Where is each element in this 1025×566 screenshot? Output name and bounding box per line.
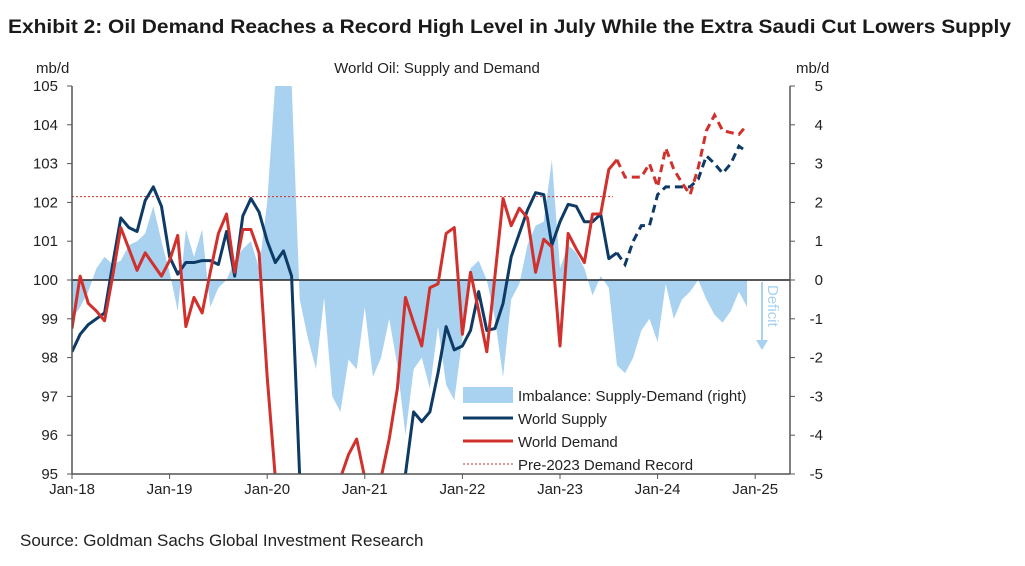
x-tick-label: Jan-25	[732, 481, 778, 498]
x-tick-label: Jan-18	[49, 481, 95, 498]
left-axis-unit: mb/d	[36, 60, 69, 77]
world-demand-line	[72, 158, 619, 474]
left-tick-label: 97	[41, 388, 58, 405]
legend-label: World Demand	[518, 434, 618, 451]
x-tick-label: Jan-19	[147, 481, 193, 498]
legend-swatch-imbalance	[463, 387, 513, 403]
left-tick-label: 100	[33, 272, 58, 289]
deficit-annotation: Deficit	[756, 282, 781, 350]
right-tick-label: -2	[810, 350, 823, 367]
right-tick-label: 5	[815, 78, 823, 95]
left-tick-label: 95	[41, 466, 58, 483]
x-tick-label: Jan-21	[342, 481, 388, 498]
legend-label: Pre-2023 Demand Record	[518, 457, 693, 474]
right-tick-label: -4	[810, 427, 823, 444]
legend-label: World Supply	[518, 411, 607, 428]
left-tick-label: 102	[33, 194, 58, 211]
right-tick-label: 2	[815, 194, 823, 211]
right-tick-label: 1	[815, 233, 823, 250]
deficit-label: Deficit	[764, 285, 781, 328]
right-tick-label: 0	[815, 272, 823, 289]
source-note: Source: Goldman Sachs Global Investment …	[20, 531, 423, 550]
right-tick-label: -1	[810, 311, 823, 328]
left-tick-label: 99	[41, 311, 58, 328]
left-tick-label: 105	[33, 78, 58, 95]
imbalance-area	[72, 86, 748, 436]
world-supply-forecast-line	[615, 143, 748, 268]
x-tick-label: Jan-24	[635, 481, 681, 498]
right-tick-label: 4	[815, 117, 823, 134]
right-tick-label: -5	[810, 466, 823, 483]
right-tick-label: 3	[815, 156, 823, 173]
chart-title: World Oil: Supply and Demand	[334, 60, 540, 77]
exhibit-title: Exhibit 2: Oil Demand Reaches a Record H…	[8, 17, 1011, 38]
legend-label: Imbalance: Supply-Demand (right)	[518, 388, 746, 405]
world-demand-forecast-line	[615, 111, 749, 199]
left-tick-label: 103	[33, 156, 58, 173]
deficit-arrowhead-icon	[756, 340, 768, 350]
x-tick-label: Jan-20	[244, 481, 290, 498]
x-tick-label: Jan-22	[439, 481, 485, 498]
right-axis-unit: mb/d	[796, 60, 829, 77]
left-tick-label: 104	[33, 117, 58, 134]
left-tick-label: 101	[33, 233, 58, 250]
left-tick-label: 96	[41, 427, 58, 444]
right-tick-label: -3	[810, 388, 823, 405]
x-tick-label: Jan-23	[537, 481, 583, 498]
left-tick-label: 98	[41, 350, 58, 367]
legend: Imbalance: Supply-Demand (right) World Su…	[463, 387, 746, 474]
